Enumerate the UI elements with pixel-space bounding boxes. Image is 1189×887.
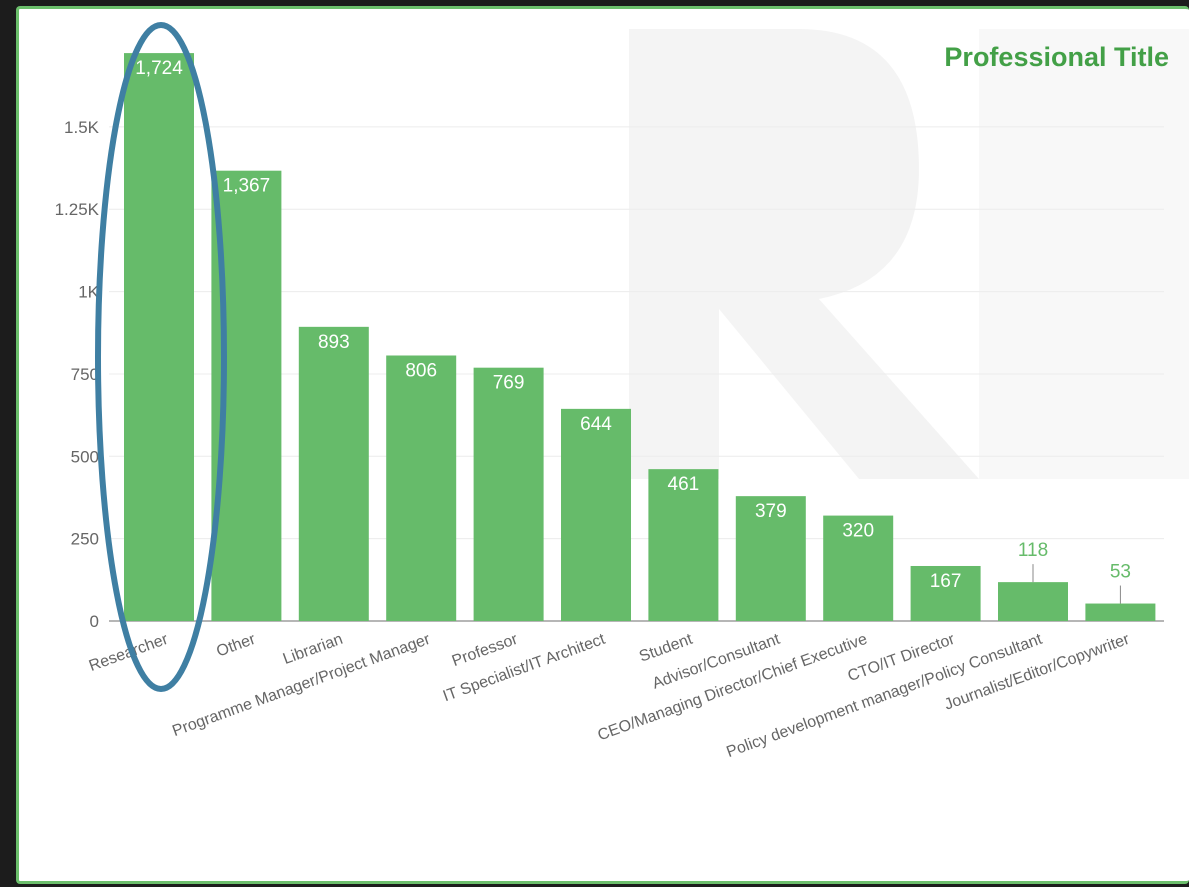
- data-label: 806: [405, 360, 437, 381]
- bar[interactable]: [386, 355, 457, 621]
- data-label: 1,367: [223, 176, 271, 197]
- data-label: 1,724: [135, 58, 183, 79]
- y-tick-label: 0: [90, 612, 99, 631]
- x-tick-label: Librarian: [281, 631, 345, 668]
- data-label: 53: [1110, 562, 1131, 583]
- bar[interactable]: [910, 565, 981, 621]
- watermark: [629, 29, 979, 479]
- bar[interactable]: [124, 53, 194, 621]
- data-label: 461: [668, 474, 700, 495]
- y-tick-label: 1.5K: [64, 118, 100, 137]
- y-tick-label: 250: [71, 530, 99, 549]
- data-label: 320: [842, 521, 874, 542]
- data-label: 379: [755, 501, 787, 522]
- bar[interactable]: [561, 408, 631, 621]
- bar[interactable]: [1085, 603, 1156, 621]
- y-tick-label: 750: [71, 365, 99, 384]
- data-label: 644: [580, 414, 612, 435]
- data-label: 893: [318, 332, 350, 353]
- data-label: 167: [930, 571, 962, 592]
- bar[interactable]: [298, 326, 369, 621]
- data-label: 118: [1018, 540, 1048, 561]
- bar[interactable]: [998, 582, 1068, 621]
- bar[interactable]: [735, 496, 806, 621]
- x-tick-label: IT Specialist/IT Architect: [441, 631, 608, 706]
- highlight-ellipse: [95, 22, 227, 692]
- chart-title: Professional Title: [944, 42, 1169, 72]
- bar[interactable]: [648, 469, 719, 621]
- y-tick-label: 1K: [78, 283, 99, 302]
- x-tick-label: Other: [214, 631, 258, 661]
- x-tick-label: Student: [637, 631, 695, 666]
- data-label: 769: [493, 373, 525, 394]
- y-tick-label: 1.25K: [55, 200, 100, 219]
- chart-panel: Professional Title 0 250 500 750 1K 1.25K 1.5K…: [16, 6, 1189, 884]
- y-tick-label: 500: [71, 447, 99, 466]
- bar-chart: Professional Title 0 250 500 750 1K 1.25K 1.5K…: [55, 22, 1169, 761]
- bar[interactable]: [473, 367, 544, 621]
- bar[interactable]: [823, 515, 894, 621]
